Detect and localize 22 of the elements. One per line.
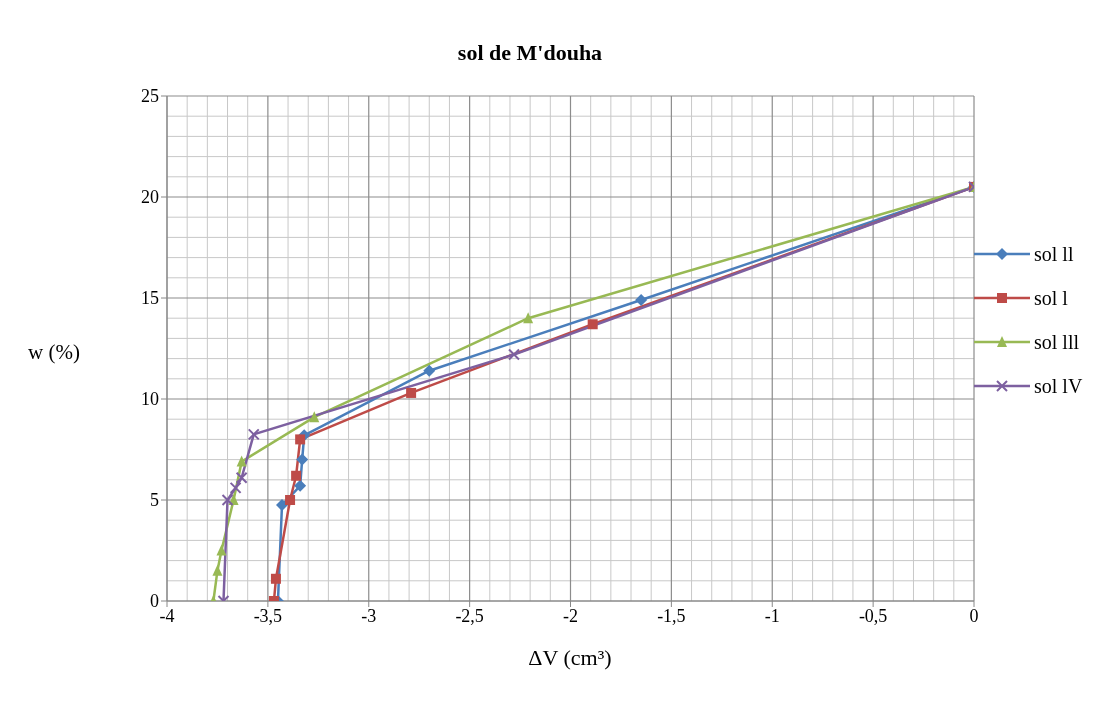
- y-tick-label: 0: [150, 591, 159, 612]
- x-tick-label: -0,5: [858, 605, 888, 626]
- legend-label: sol lll: [1034, 330, 1080, 355]
- y-axis-title: w (%): [28, 340, 80, 365]
- x-tick-label: -2: [563, 605, 578, 626]
- legend-label: sol l: [1034, 286, 1068, 311]
- x-tick-label: -1,5: [657, 605, 686, 626]
- x-axis-title: ΔV (cm³): [527, 645, 613, 671]
- y-tick-label: 15: [141, 288, 159, 309]
- y-tick-label: 20: [141, 187, 159, 208]
- x-tick-label: -3,5: [253, 605, 283, 626]
- y-tick-label: 25: [141, 86, 159, 107]
- x-tick-label: -4: [159, 605, 175, 626]
- y-tick-label: 10: [141, 389, 159, 410]
- y-tick-label: 5: [150, 490, 159, 511]
- x-tick-label: -3: [361, 605, 377, 626]
- x-tick-label: -2,5: [455, 605, 484, 626]
- chart-title: sol de M'douha: [456, 40, 604, 66]
- legend-label: sol ll: [1034, 242, 1074, 267]
- legend-label: sol lV: [1034, 374, 1083, 399]
- x-tick-label: 0: [969, 605, 979, 626]
- x-tick-label: -1: [764, 605, 780, 626]
